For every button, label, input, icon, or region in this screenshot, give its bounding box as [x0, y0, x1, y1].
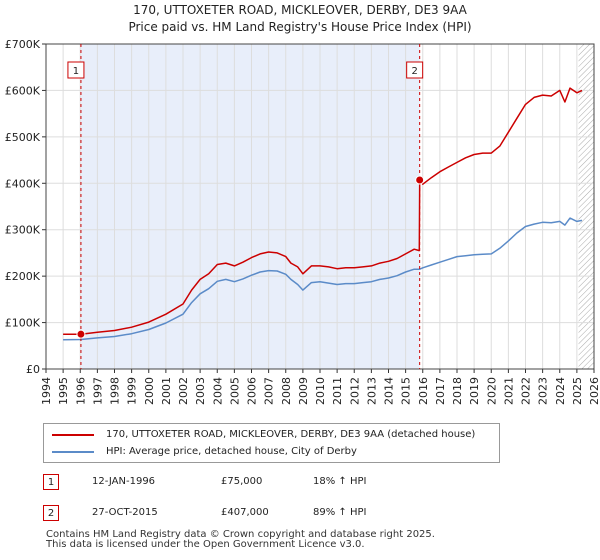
sale-label: 1	[73, 66, 79, 77]
x-tick-label: 2012	[348, 377, 361, 405]
sale-price: £407,000	[221, 507, 269, 518]
x-tick-label: 1998	[109, 377, 122, 405]
legend-swatch-hpi	[52, 451, 94, 453]
forecast-hatch	[578, 44, 594, 369]
x-tick-label: 2009	[297, 377, 310, 405]
y-tick-label: £300K	[5, 224, 41, 237]
x-tick-label: 2001	[160, 377, 173, 405]
x-tick-label: 2021	[502, 377, 515, 405]
y-tick-label: £600K	[5, 84, 41, 97]
y-tick-label: £500K	[5, 131, 41, 144]
x-tick-label: 2013	[365, 377, 378, 405]
x-tick-label: 2003	[194, 377, 207, 405]
chart-title: 170, UTTOXETER ROAD, MICKLEOVER, DERBY, …	[133, 3, 467, 17]
y-tick-label: £100K	[5, 317, 41, 330]
x-tick-label: 1999	[126, 377, 139, 405]
footer-licence: This data is licensed under the Open Gov…	[46, 539, 365, 550]
x-tick-label: 1995	[57, 377, 70, 405]
hpi-line	[63, 217, 583, 341]
x-tick-label: 1997	[91, 377, 104, 405]
sale-date: 27-OCT-2015	[92, 507, 158, 518]
sale-price: £75,000	[221, 476, 263, 487]
legend: 170, UTTOXETER ROAD, MICKLEOVER, DERBY, …	[43, 423, 500, 463]
y-tick-label: £700K	[5, 38, 41, 51]
sale-label: 2	[411, 66, 417, 77]
y-tick-label: £400K	[5, 177, 41, 190]
x-tick-label: 2024	[554, 377, 567, 405]
sale-point	[76, 329, 86, 339]
x-tick-label: 2015	[400, 377, 413, 405]
x-tick-label: 2005	[228, 377, 241, 405]
x-tick-label: 2018	[451, 377, 464, 405]
x-tick-label: 2023	[537, 377, 550, 405]
sale-row: 1 12-JAN-1996 £75,000 18% ↑ HPI	[0, 473, 600, 491]
x-tick-label: 2006	[246, 377, 259, 405]
x-tick-label: 1994	[40, 377, 53, 405]
y-tick-label: £0	[26, 363, 40, 376]
property-price-line	[63, 87, 583, 335]
price-chart: 1994 1995 1996 1997 1998 1999 2000 2001 2002 2003…	[5, 38, 600, 405]
sale-point	[415, 175, 425, 185]
x-tick-label: 2022	[520, 377, 533, 405]
legend-label-property: 170, UTTOXETER ROAD, MICKLEOVER, DERBY, …	[106, 429, 476, 440]
ownership-period-shade	[80, 44, 420, 369]
x-tick-label: 1996	[74, 377, 87, 405]
x-tick-label: 2020	[485, 377, 498, 405]
x-tick-label: 2025	[571, 377, 584, 405]
x-tick-label: 2010	[314, 377, 327, 405]
sale-hpi-change: 89% ↑ HPI	[313, 507, 367, 518]
sale-label-box	[67, 61, 85, 79]
plot-frame	[45, 43, 595, 370]
legend-label-hpi: HPI: Average price, detached house, City…	[106, 446, 357, 457]
footer: Contains HM Land Registry data © Crown c…	[46, 530, 435, 550]
chart-subtitle: Price paid vs. HM Land Registry's House …	[128, 20, 472, 34]
y-tick-label: £200K	[5, 270, 41, 283]
x-tick-label: 2026	[588, 377, 600, 405]
x-tick-label: 2014	[383, 377, 396, 405]
sale-badge: 2	[43, 505, 59, 521]
x-tick-label: 2008	[280, 377, 293, 405]
sale-badge: 1	[43, 474, 59, 490]
sale-hpi-change: 18% ↑ HPI	[313, 476, 367, 487]
x-tick-label: 2004	[211, 377, 224, 405]
x-tick-label: 2017	[434, 377, 447, 405]
x-tick-label: 2011	[331, 377, 344, 405]
x-tick-label: 2002	[177, 377, 190, 405]
x-tick-label: 2007	[263, 377, 276, 405]
x-tick-label: 2019	[468, 377, 481, 405]
sale-row: 2 27-OCT-2015 £407,000 89% ↑ HPI	[0, 504, 600, 522]
footer-copyright: Contains HM Land Registry data © Crown c…	[46, 529, 435, 540]
x-tick-label: 2000	[143, 377, 156, 405]
sale-label-box	[406, 61, 424, 79]
sale-date: 12-JAN-1996	[92, 476, 156, 487]
legend-swatch-property	[52, 434, 94, 436]
x-tick-label: 2016	[417, 377, 430, 405]
